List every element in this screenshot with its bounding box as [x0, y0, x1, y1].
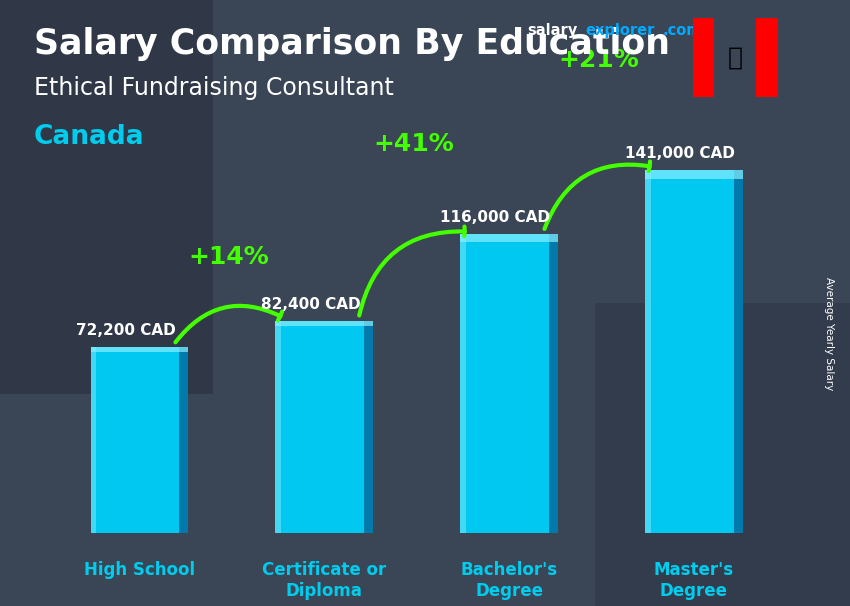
Text: 116,000 CAD: 116,000 CAD: [440, 210, 551, 225]
Text: +14%: +14%: [189, 245, 269, 269]
Bar: [275, 321, 281, 533]
Bar: [645, 170, 650, 533]
Bar: [549, 234, 558, 533]
Text: 82,400 CAD: 82,400 CAD: [261, 297, 360, 311]
Text: Bachelor's
Degree: Bachelor's Degree: [461, 561, 558, 600]
Bar: [275, 321, 373, 326]
Text: +21%: +21%: [558, 48, 639, 73]
Text: Average Yearly Salary: Average Yearly Salary: [824, 277, 834, 390]
Bar: [91, 347, 179, 533]
Text: salary: salary: [527, 23, 577, 38]
Text: Canada: Canada: [34, 124, 144, 150]
Bar: [91, 347, 188, 351]
Bar: [461, 234, 549, 533]
Bar: [756, 18, 778, 97]
Text: explorer: explorer: [586, 23, 655, 38]
Bar: [595, 303, 850, 606]
Bar: [645, 170, 734, 533]
Text: +41%: +41%: [374, 132, 455, 156]
Text: 141,000 CAD: 141,000 CAD: [626, 145, 735, 161]
Bar: [693, 18, 714, 97]
Text: .com: .com: [663, 23, 702, 38]
Text: Certificate or
Diploma: Certificate or Diploma: [262, 561, 387, 600]
Bar: [461, 234, 558, 242]
Bar: [734, 170, 743, 533]
Bar: [0, 0, 212, 394]
Text: 72,200 CAD: 72,200 CAD: [76, 323, 176, 338]
Bar: [179, 347, 188, 533]
Bar: [91, 347, 96, 533]
Bar: [461, 234, 466, 533]
Text: Ethical Fundraising Consultant: Ethical Fundraising Consultant: [34, 76, 394, 100]
Text: Master's
Degree: Master's Degree: [654, 561, 734, 600]
Text: High School: High School: [84, 561, 195, 579]
Bar: [275, 321, 364, 533]
Text: Salary Comparison By Education: Salary Comparison By Education: [34, 27, 670, 61]
Bar: [645, 170, 743, 179]
Text: 🍁: 🍁: [728, 45, 743, 70]
Bar: [364, 321, 373, 533]
